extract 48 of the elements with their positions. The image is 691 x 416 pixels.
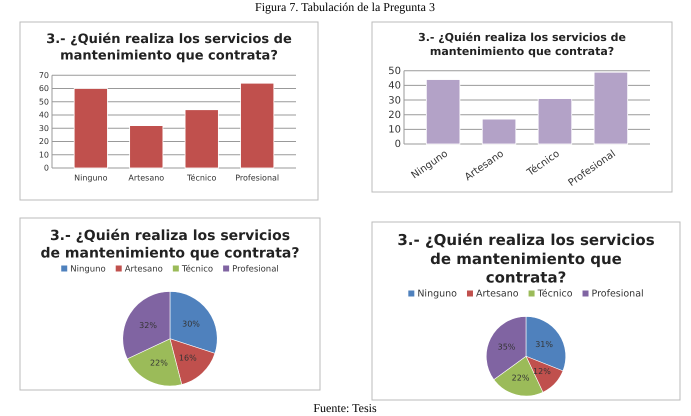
y-tick-label: 30 <box>388 95 401 106</box>
data-label: 35% <box>498 342 516 352</box>
y-tick-label: 10 <box>38 150 49 160</box>
x-tick-label: Ninguno <box>74 174 108 183</box>
y-tick-label: 50 <box>388 66 401 77</box>
legend-label: Profesional <box>232 264 279 274</box>
data-label: 22% <box>512 373 530 382</box>
legend-label: Artesano <box>124 264 163 274</box>
legend-label: Ninguno <box>417 288 458 300</box>
chart-title: 3.- ¿Quién realiza los servicios de mantenimiento que contrata? <box>46 32 292 64</box>
data-label: 12% <box>533 367 552 376</box>
chart-title: 3.- ¿Quién realiza los servicios de mantenimiento que contrata? <box>418 31 626 58</box>
y-tick-label: 20 <box>388 110 401 121</box>
y-tick-label: 0 <box>44 164 49 173</box>
data-label: 22% <box>150 358 168 368</box>
data-label: 32% <box>139 320 158 330</box>
text: Figura 7. Tabulación de la Pregunta 3 <box>255 0 435 14</box>
source-note: Fuente: Tesis <box>313 401 377 415</box>
data-label: 30% <box>182 319 200 328</box>
y-tick-label: 20 <box>38 137 49 146</box>
legend-label: Ninguno <box>70 264 106 274</box>
legend-label: Técnico <box>180 264 214 274</box>
x-tick-label: Técnico <box>186 174 217 183</box>
bar <box>129 125 164 168</box>
bar <box>538 98 572 144</box>
y-tick-label: 0 <box>394 139 401 150</box>
legend-label: Artesano <box>476 288 519 300</box>
bar <box>74 88 108 168</box>
y-tick-label: 50 <box>38 97 49 106</box>
bar <box>594 72 628 144</box>
legend-label: Técnico <box>536 288 573 300</box>
bar <box>482 118 516 144</box>
y-tick-label: 30 <box>38 124 49 133</box>
y-tick-label: 40 <box>388 80 401 92</box>
chart-title: 3.- ¿Quién realiza los servicios de mantenimiento que contrata? <box>40 228 300 262</box>
y-tick-label: 60 <box>38 84 49 94</box>
chart-title: 3.- ¿Quién realiza los servicios de mantenimiento que contrata? <box>397 231 655 286</box>
y-tick-label: 40 <box>38 110 49 120</box>
x-tick-label: Artesano <box>128 174 164 183</box>
data-label: 31% <box>535 340 554 349</box>
y-tick-label: 10 <box>388 124 401 136</box>
data-label: 16% <box>178 354 198 363</box>
bar <box>426 79 460 144</box>
y-tick-label: 70 <box>38 70 49 80</box>
bar <box>240 82 274 168</box>
x-tick-label: Profesional <box>235 174 280 183</box>
legend-label: Profesional <box>592 288 644 300</box>
bar <box>184 109 219 168</box>
